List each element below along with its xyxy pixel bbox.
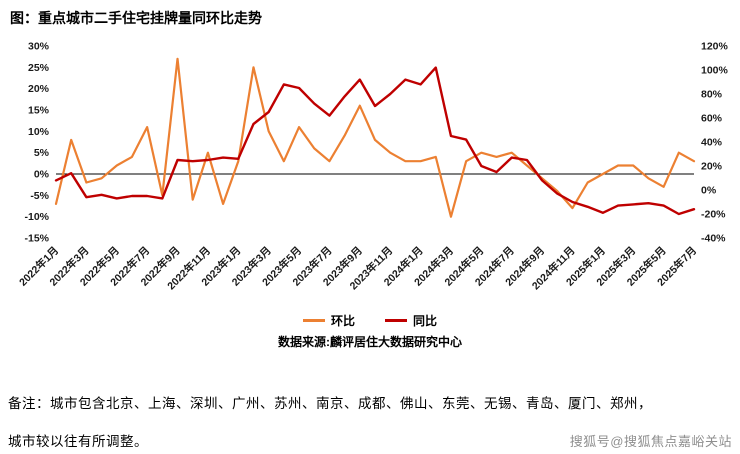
svg-text:5%: 5% bbox=[34, 147, 50, 159]
legend: 环比 同比 bbox=[0, 310, 740, 330]
svg-text:-15%: -15% bbox=[24, 233, 49, 245]
svg-text:120%: 120% bbox=[701, 41, 729, 53]
legend-item-yoy: 同比 bbox=[385, 312, 437, 329]
legend-label-mom: 环比 bbox=[330, 313, 355, 328]
legend-item-mom: 环比 bbox=[302, 312, 355, 329]
bottom-row: 城市较以往有所调整。 搜狐号@搜狐焦点嘉峪关站 bbox=[8, 430, 732, 450]
yoy-line-swatch bbox=[385, 318, 407, 322]
svg-text:-40%: -40% bbox=[701, 233, 726, 245]
watermark: 搜狐号@搜狐焦点嘉峪关站 bbox=[569, 434, 732, 449]
svg-text:-5%: -5% bbox=[30, 190, 49, 202]
note-line-1: 备注：城市包含北京、上海、深圳、广州、苏州、南京、成都、佛山、东莞、无锡、青岛、… bbox=[8, 396, 652, 411]
mom-line-swatch bbox=[302, 318, 325, 322]
svg-text:25%: 25% bbox=[28, 62, 50, 74]
svg-text:-10%: -10% bbox=[24, 211, 49, 223]
svg-text:40%: 40% bbox=[701, 137, 723, 149]
svg-text:20%: 20% bbox=[28, 83, 50, 95]
svg-text:30%: 30% bbox=[28, 41, 50, 53]
svg-text:80%: 80% bbox=[701, 89, 723, 101]
svg-text:100%: 100% bbox=[701, 65, 729, 77]
svg-text:15%: 15% bbox=[28, 105, 50, 117]
svg-text:0%: 0% bbox=[701, 185, 717, 197]
svg-text:60%: 60% bbox=[701, 113, 723, 125]
svg-text:0%: 0% bbox=[34, 169, 50, 181]
data-source: 数据来源:麟评居住大数据研究中心 bbox=[278, 335, 462, 349]
page-title: 图：重点城市二手住宅挂牌量同环比走势 bbox=[10, 10, 262, 26]
note-line-2: 城市较以往有所调整。 bbox=[8, 434, 148, 449]
svg-text:-20%: -20% bbox=[701, 209, 726, 221]
legend-label-yoy: 同比 bbox=[413, 313, 438, 328]
svg-text:10%: 10% bbox=[28, 126, 50, 138]
trend-chart: 30% 25% 20% 15% 10% 5% 0% -5% -10% -15% 120% 100% 80… bbox=[16, 41, 729, 293]
svg-text:20%: 20% bbox=[701, 161, 723, 173]
